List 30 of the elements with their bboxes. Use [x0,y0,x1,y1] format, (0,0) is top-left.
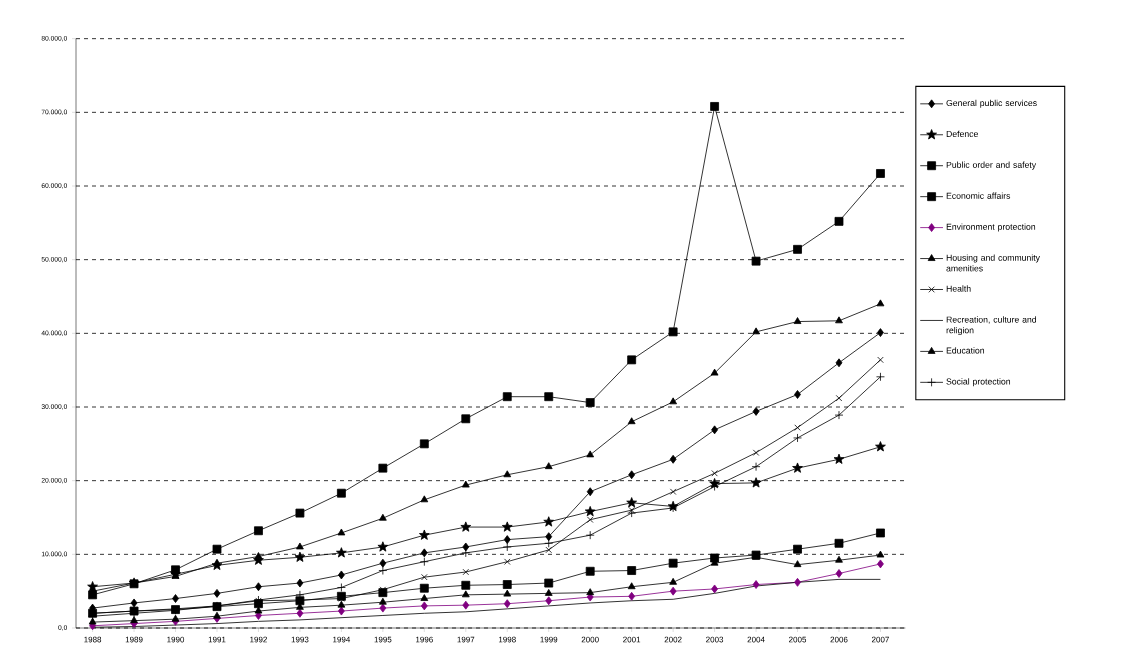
legend-label: Recreation, culture and religion [946,316,1037,336]
legend-label: Social protection [946,378,1011,387]
legend-label: Economic affairs [946,192,1011,199]
x-tick-label: 2000 [581,636,599,643]
legend-label: Environment protection [946,223,1036,232]
legend-label: Housing and community amenities [946,254,1040,272]
legend-label: Public order and safety [946,161,1037,170]
x-tick-label: 2003 [706,636,724,643]
x-tick-label: 2002 [664,636,682,643]
x-tick-label: 1990 [167,636,185,643]
x-tick-label: 1994 [333,636,351,643]
x-tick-label: 1995 [374,636,392,643]
x-tick-label: 1991 [208,636,226,643]
x-tick-label: 2004 [747,636,765,643]
legend-label: Health [946,285,971,292]
x-tick-label: 1999 [540,636,558,643]
x-tick-label: 1993 [291,636,309,643]
x-tick-label: 1998 [498,636,516,643]
x-tick-label: 2007 [871,636,889,643]
x-tick-label: 1992 [250,636,267,643]
x-tick-label: 1996 [416,636,433,643]
legend-label: General public services [946,99,1037,108]
x-tick-label: 2005 [789,636,807,643]
x-tick-label: 1997 [457,636,475,643]
x-tick-label: 1989 [125,636,143,643]
legend-label: Defence [946,130,978,137]
x-tick-label: 2001 [623,636,641,643]
legend-label: Education [946,347,985,354]
x-tick-label: 1988 [84,636,102,643]
x-tick-label: 2006 [830,636,848,643]
